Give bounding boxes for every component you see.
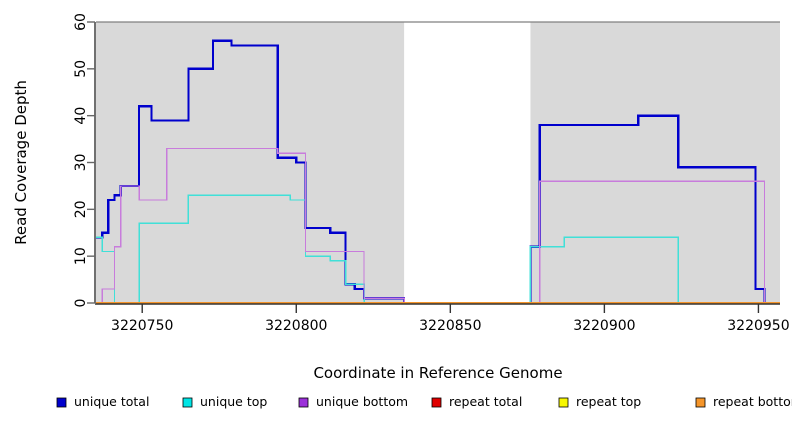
legend-item-unique-total[interactable]: unique total: [56, 394, 149, 409]
legend-label-unique-top: unique top: [200, 394, 267, 409]
x-tick-label-3: 3220900: [573, 318, 635, 334]
chart-legend: unique total unique top unique bottom repea…: [56, 394, 792, 409]
legend-label-repeat-total: repeat total: [449, 394, 522, 409]
y-tick-label-1: 10: [73, 247, 89, 265]
x-axis-title: Coordinate in Reference Genome: [313, 364, 562, 382]
y-tick-label-6: 60: [73, 13, 89, 31]
series-layer: [96, 39, 780, 305]
legend-swatch-unique-bottom: [298, 397, 309, 408]
axis-labels-layer: Coordinate in Reference Genome Read Cover…: [12, 80, 563, 382]
y-tick-label-0: 0: [73, 299, 89, 308]
legend-swatch-unique-top: [182, 397, 193, 408]
legend-item-repeat-total[interactable]: repeat total: [431, 394, 522, 409]
legend-swatch-repeat-bottom: [695, 397, 706, 408]
legend-label-repeat-top: repeat top: [576, 394, 641, 409]
x-tick-label-2: 3220850: [419, 318, 481, 334]
legend-item-unique-bottom[interactable]: unique bottom: [298, 394, 408, 409]
panel-gap-region-0: [404, 22, 531, 303]
y-tick-label-2: 20: [73, 200, 89, 218]
legend-swatch-unique-total: [56, 397, 67, 408]
y-tick-label-3: 30: [73, 154, 89, 172]
y-tick-label-4: 40: [73, 107, 89, 125]
legend-item-repeat-top[interactable]: repeat top: [558, 394, 641, 409]
axes-layer: 0 10 20 30 40 50 60 3220750 3220800 3220850 322090…: [73, 13, 790, 334]
legend-label-repeat-bottom: repeat bottom: [713, 394, 792, 409]
x-tick-label-1: 3220800: [265, 318, 327, 334]
legend-label-unique-bottom: unique bottom: [316, 394, 408, 409]
legend-item-unique-top[interactable]: unique top: [182, 394, 267, 409]
legend-swatch-repeat-total: [431, 397, 442, 408]
y-tick-label-5: 50: [73, 60, 89, 78]
x-tick-label-0: 3220750: [111, 318, 173, 334]
x-tick-label-4: 3220950: [727, 318, 789, 334]
y-axis-title: Read Coverage Depth: [12, 80, 30, 245]
legend-label-unique-total: unique total: [74, 394, 149, 409]
legend-swatch-repeat-top: [558, 397, 569, 408]
legend-item-repeat-bottom[interactable]: repeat bottom: [695, 394, 792, 409]
